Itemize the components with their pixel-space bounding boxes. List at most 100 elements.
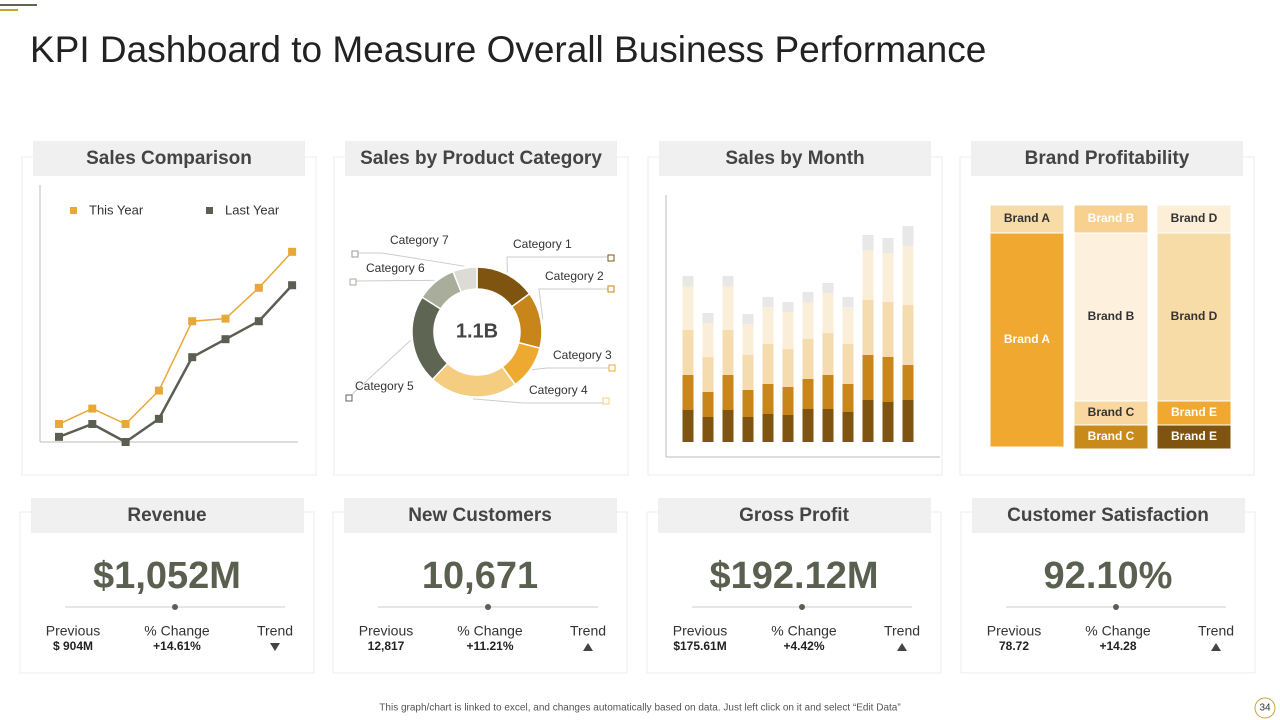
- bar-segment: [702, 417, 714, 442]
- bar-segment: [682, 276, 694, 286]
- legend-swatch: [70, 207, 77, 214]
- panel-title: Sales Comparison: [86, 148, 252, 169]
- bar-segment: [722, 410, 734, 442]
- kpi-stat-label: Trend: [257, 623, 293, 639]
- brand-label: Brand E: [1171, 405, 1217, 419]
- slide-title: KPI Dashboard to Measure Overall Busines…: [30, 29, 986, 70]
- kpi-title: Customer Satisfaction: [1007, 505, 1209, 526]
- bar-segment: [702, 323, 714, 357]
- brand-cell: [989, 204, 1065, 234]
- bar-segment: [882, 302, 894, 357]
- kpi-value: 92.10%: [1044, 555, 1173, 597]
- brand-label: Brand D: [1171, 309, 1218, 323]
- kpi-title: New Customers: [408, 505, 552, 526]
- kpi-stat-value: +11.21%: [466, 639, 513, 653]
- category-label: Category 7: [390, 233, 449, 247]
- brand-label: Brand E: [1171, 429, 1217, 443]
- label-marker: [349, 278, 357, 286]
- bar-segment: [882, 402, 894, 442]
- bar-segment: [722, 286, 734, 330]
- bar-segment: [842, 344, 854, 384]
- bar-segment: [802, 379, 814, 409]
- trend-arrow: [583, 643, 593, 651]
- bar-segment: [682, 286, 694, 330]
- bar-segment: [822, 409, 834, 442]
- legend-label: Last Year: [225, 202, 280, 217]
- brand-cell: [1073, 400, 1149, 426]
- bar-segment: [762, 297, 774, 307]
- category-label: Category 2: [545, 269, 604, 283]
- brand-label: Brand C: [1088, 429, 1135, 443]
- bar-segment: [842, 412, 854, 442]
- bar-segment: [822, 283, 834, 293]
- point: [254, 317, 263, 326]
- bar-segment: [862, 355, 874, 400]
- point: [55, 420, 63, 429]
- line-series: [58, 251, 293, 425]
- bar-segment: [742, 417, 754, 442]
- kpi-stat-value: +14.61%: [153, 639, 201, 653]
- bar-segment: [822, 375, 834, 409]
- bar-segment: [862, 300, 874, 355]
- panel-header: [345, 141, 617, 176]
- kpi-stat-label: Trend: [1198, 623, 1234, 639]
- divider-dot: [799, 604, 805, 610]
- bar-segment: [742, 314, 754, 324]
- legend-label: This Year: [89, 202, 144, 217]
- kpi-card: [19, 511, 315, 674]
- label-marker: [602, 397, 610, 405]
- panel-title: Brand Profitability: [1025, 148, 1190, 169]
- bar-segment: [702, 357, 714, 392]
- category-label: Category 1: [513, 237, 572, 251]
- center-label: 1.1B: [456, 320, 498, 342]
- point: [288, 281, 297, 290]
- bar-segment: [822, 293, 834, 333]
- bar-segment: [782, 415, 794, 442]
- donut-slice: [452, 266, 478, 293]
- kpi-stat-label: % Change: [771, 623, 837, 639]
- bar-segment: [762, 384, 774, 414]
- bar-segment: [902, 400, 914, 442]
- bar-segment: [782, 302, 794, 312]
- bar-segment: [902, 246, 914, 305]
- bar-segment: [842, 307, 854, 344]
- bar-segment: [782, 312, 794, 349]
- bar-segment: [682, 375, 694, 410]
- brand-label: Brand B: [1088, 211, 1135, 225]
- panel-header: [33, 141, 305, 176]
- label-marker: [608, 364, 616, 372]
- kpi-value: $1,052M: [93, 555, 241, 597]
- point: [121, 420, 130, 429]
- bar-segment: [862, 235, 874, 250]
- kpi-stat-label: Previous: [46, 623, 100, 639]
- kpi-value: 10,671: [422, 555, 538, 597]
- bar-segment: [842, 384, 854, 412]
- point: [121, 438, 130, 446]
- point: [254, 283, 263, 292]
- category-label: Category 6: [366, 261, 425, 275]
- brand-cell: [989, 232, 1065, 448]
- label-marker: [607, 285, 615, 293]
- bar-segment: [882, 238, 894, 253]
- bar-segment: [802, 339, 814, 379]
- point: [188, 317, 197, 326]
- bar-segment: [702, 313, 714, 323]
- line-series: [58, 284, 294, 444]
- kpi-title: Revenue: [127, 505, 206, 526]
- kpi-value: $192.12M: [709, 555, 878, 597]
- point: [221, 335, 230, 344]
- kpi-stat-label: % Change: [1085, 623, 1151, 639]
- brand-cell: [1073, 424, 1149, 450]
- point: [288, 247, 297, 256]
- brand-label: Brand C: [1088, 405, 1135, 419]
- kpi-stat-label: Trend: [570, 623, 606, 639]
- panel-header: [659, 141, 931, 176]
- bar-segment: [722, 375, 734, 410]
- page-number-badge: [1254, 697, 1276, 719]
- kpi-stat-label: Previous: [359, 623, 413, 639]
- kpi-stat-label: % Change: [457, 623, 523, 639]
- bar-segment: [742, 324, 754, 355]
- trend-arrow: [270, 643, 280, 651]
- bar-segment: [762, 307, 774, 344]
